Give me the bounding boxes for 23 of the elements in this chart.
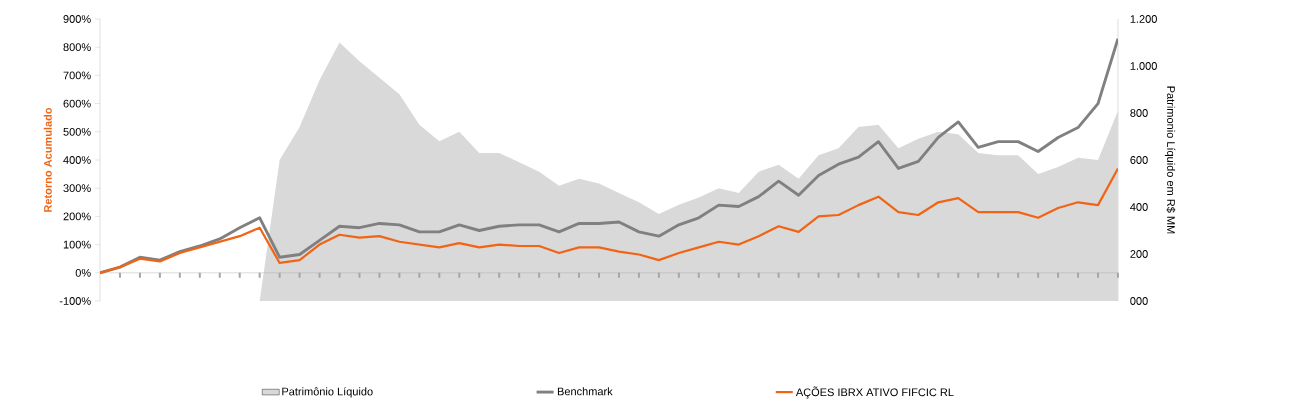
legend-label: Benchmark <box>557 387 613 396</box>
y2-tick-label: 800 <box>1130 109 1148 117</box>
legend-label: Patrimônio Líquido <box>282 387 373 398</box>
y2-tick-label: 1.200 <box>1130 15 1157 23</box>
y-tick-label: 800% <box>63 43 91 52</box>
y-tick-label: 400% <box>63 156 91 164</box>
y-tick-label: 600% <box>63 99 91 108</box>
y-tick-label: 100% <box>63 240 91 249</box>
y-tick-label: 200% <box>63 212 91 221</box>
y-tick-label: 500% <box>63 127 91 136</box>
legend-label: AÇÕES IBRX ATIVO FIFCIC RL <box>795 386 954 399</box>
y-tick-label: 700% <box>63 71 91 80</box>
y2-tick-label: 400 <box>1130 203 1148 211</box>
y2-axis-title: Patrimonio Líquido em R$ MM <box>1164 86 1176 234</box>
y2-tick-label: 000 <box>1130 297 1148 305</box>
y-tick-label: 0% <box>75 268 91 277</box>
y-axis-title: Retorno Acumulado <box>43 107 52 212</box>
y2-tick-label: 200 <box>1130 250 1148 258</box>
y-tick-label: -100% <box>59 297 91 305</box>
y-tick-label: 900% <box>63 15 91 23</box>
y2-tick-label: 600 <box>1130 156 1148 164</box>
y2-tick-label: 1.000 <box>1130 62 1157 70</box>
y-tick-label: 300% <box>63 184 91 193</box>
